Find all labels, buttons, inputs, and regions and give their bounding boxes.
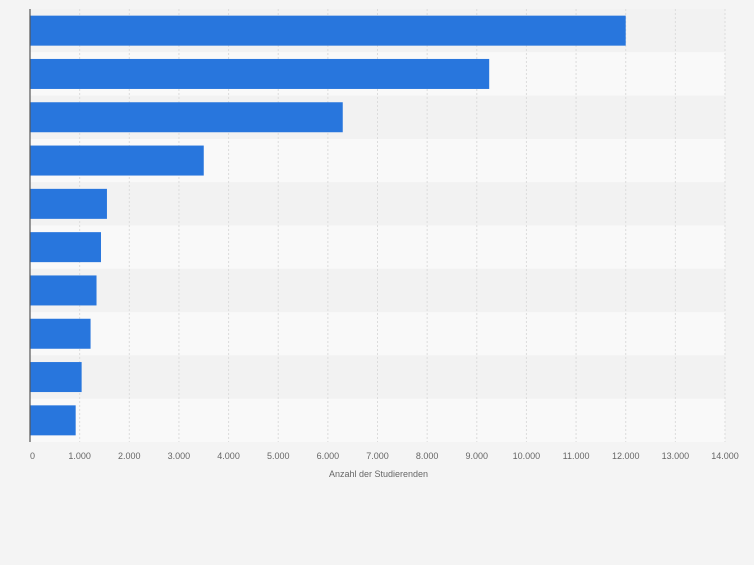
x-tick-label: 4.000 bbox=[217, 451, 240, 461]
x-tick-label: 3.000 bbox=[168, 451, 191, 461]
bar bbox=[30, 318, 91, 349]
bar bbox=[30, 102, 343, 133]
bar bbox=[30, 188, 107, 219]
bar bbox=[30, 145, 204, 176]
x-tick-label: 7.000 bbox=[366, 451, 389, 461]
x-tick-labels: 0 1.000 2.000 3.000 4.000 5.000 6.000 7.000 8.00… bbox=[30, 451, 739, 461]
bar bbox=[30, 15, 626, 46]
bars bbox=[30, 15, 626, 436]
row-band bbox=[30, 182, 725, 226]
bar bbox=[30, 232, 101, 263]
x-tick-label: 9.000 bbox=[466, 451, 489, 461]
x-tick-label: 8.000 bbox=[416, 451, 439, 461]
x-tick-label: 1.000 bbox=[68, 451, 91, 461]
x-tick-label: 12.000 bbox=[612, 451, 640, 461]
bar bbox=[30, 362, 82, 393]
bar bbox=[30, 405, 76, 436]
x-tick-label: 5.000 bbox=[267, 451, 290, 461]
x-tick-label: 14.000 bbox=[711, 451, 739, 461]
x-tick-label: 0 bbox=[30, 451, 35, 461]
x-axis-title: Anzahl der Studierenden bbox=[329, 469, 428, 479]
x-tick-label: 10.000 bbox=[513, 451, 541, 461]
bar bbox=[30, 58, 490, 89]
x-tick-label: 6.000 bbox=[317, 451, 340, 461]
x-tick-label: 2.000 bbox=[118, 451, 141, 461]
x-tick-label: 11.000 bbox=[563, 451, 590, 461]
bar bbox=[30, 275, 97, 306]
x-tick-label: 13.000 bbox=[662, 451, 690, 461]
